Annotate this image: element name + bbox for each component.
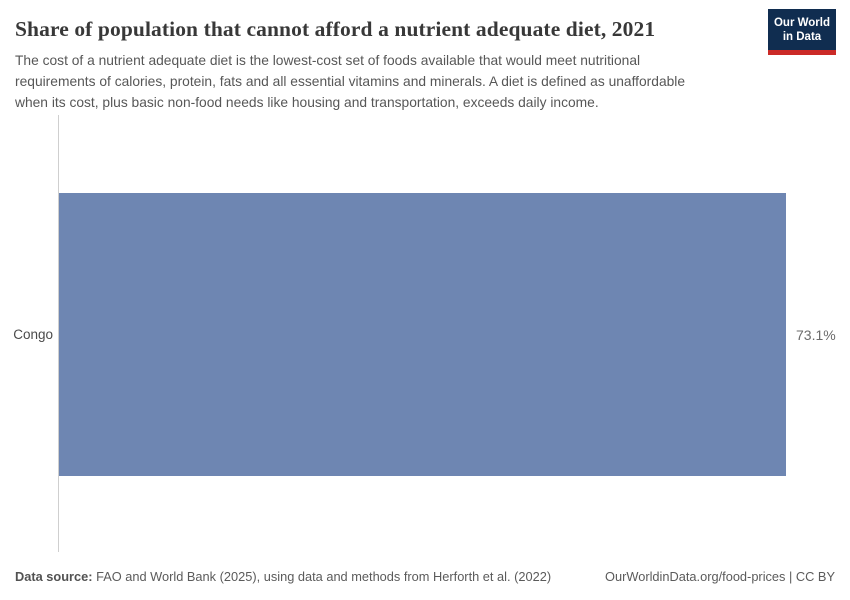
chart-title: Share of population that cannot afford a… (15, 17, 656, 41)
data-source-label: Data source: (15, 569, 93, 584)
chart-footer: Data source: FAO and World Bank (2025), … (15, 568, 835, 585)
attribution-link[interactable]: OurWorldinData.org/food-prices | CC BY (605, 569, 835, 584)
data-source-note: Data source: FAO and World Bank (2025), … (15, 568, 551, 585)
subtitle-line: requirements of calories, protein, fats … (15, 74, 686, 89)
value-label-congo: 73.1% (796, 326, 836, 343)
owid-logo-line1: Our World (773, 16, 830, 29)
owid-logo-line2: in Data (782, 30, 822, 43)
entity-label-congo[interactable]: Congo (13, 327, 53, 342)
bar-congo[interactable] (59, 193, 786, 476)
bar-row: Congo 73.1% (0, 193, 850, 476)
owid-logo[interactable]: Our World in Data (768, 9, 836, 55)
subtitle-line: The cost of a nutrient adequate diet is … (15, 53, 641, 68)
chart-subtitle: The cost of a nutrient adequate diet is … (15, 50, 760, 113)
subtitle-line: when its cost, plus basic non-food needs… (15, 95, 599, 110)
y-axis-line (58, 115, 59, 552)
data-source-text: FAO and World Bank (2025), using data an… (92, 569, 552, 584)
